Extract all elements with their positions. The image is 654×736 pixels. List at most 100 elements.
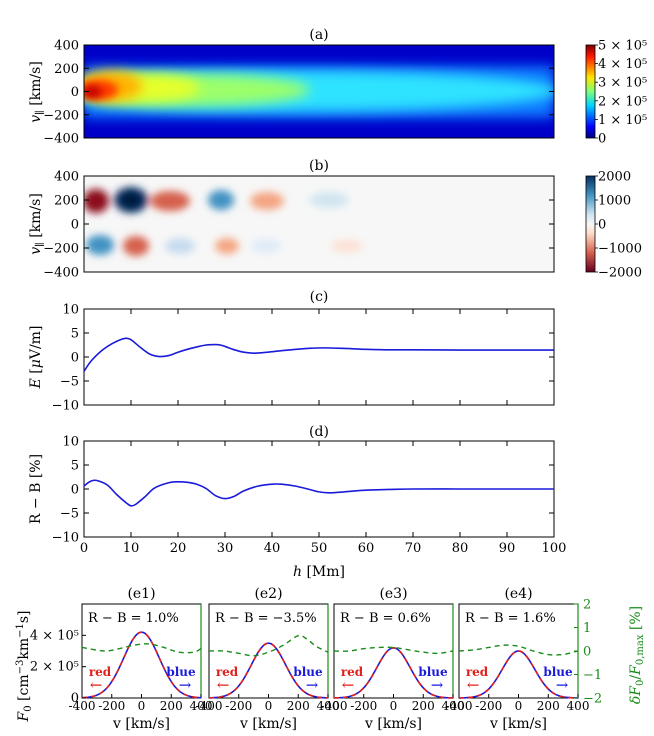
x-tick-label: 40 <box>264 541 281 556</box>
heatmap-a <box>84 45 554 138</box>
x-tick-label: 60 <box>358 541 375 556</box>
colorbar-b-tick-label: −2000 <box>598 266 642 281</box>
colorbar-a <box>585 44 596 139</box>
y-a-tick-label: −400 <box>43 132 79 147</box>
panel-d-label: (d) <box>309 424 329 440</box>
distribution-red-curve <box>81 631 202 699</box>
x-tick-label: 200 <box>537 699 560 713</box>
left-tick-label: 4 × 10⁵ <box>30 628 79 643</box>
colorbar-b-tick-label: −1000 <box>598 242 642 257</box>
y-axis-label-b: v∥ [km/s] <box>28 193 46 255</box>
panel-e-label: (e2) <box>254 586 282 602</box>
y-c-tick-label: −5 <box>60 375 79 390</box>
blue-label: blue <box>418 665 448 679</box>
r-minus-b-annotation: R − B = −3.5% <box>215 611 317 626</box>
panel-e-label: (e3) <box>379 586 407 602</box>
r-minus-b-annotation: R − B = 0.6% <box>340 611 431 626</box>
panel-b-label: (b) <box>309 158 329 174</box>
right-arrow-icon: → <box>556 676 569 694</box>
perturbation-curve <box>458 644 579 656</box>
x-tick-label: 50 <box>311 541 328 556</box>
panel-c-label: (c) <box>310 289 329 305</box>
y-d-tick-label: 10 <box>62 435 79 450</box>
y-c-tick-label: 0 <box>71 351 79 366</box>
y-ticks-a: 400 200 0 −200 −400 <box>43 39 554 147</box>
panel-e1: (e1) -400 -200 0 200 400 v [km/s] R − B = 1.0% r… <box>30 586 213 732</box>
x-tick-label: 400 <box>190 699 213 713</box>
y-c-tick-label: −10 <box>52 399 79 414</box>
x-tick-label: -200 <box>475 699 502 713</box>
red-label: red <box>466 665 489 679</box>
right-tick-label: 2 <box>583 598 591 613</box>
x-axis-label-e: v [km/s] <box>239 716 297 732</box>
y-b-tick-label: 0 <box>71 218 79 233</box>
blue-label: blue <box>166 665 196 679</box>
x-tick-label: 0 <box>265 699 273 713</box>
right-arrow-icon: → <box>306 676 319 694</box>
x-tick-label: 400 <box>567 699 590 713</box>
colorbar-a-tick-label: 1 × 10⁵ <box>598 113 647 128</box>
y-d-tick-label: −10 <box>52 531 79 546</box>
blue-label: blue <box>293 665 323 679</box>
y-b-tick-label: 400 <box>54 170 79 185</box>
left-arrow-icon: ← <box>90 676 103 694</box>
r-minus-b-annotation: R − B = 1.6% <box>465 611 556 626</box>
perturbation-curve <box>81 643 202 654</box>
colorbar-ticks-a: 5 × 10⁵ 4 × 10⁵ 3 × 10⁵ 2 × 10⁵ 1 × 10⁵ 0 <box>595 39 647 147</box>
x-tick-label: 200 <box>412 699 435 713</box>
heatmap-b <box>84 176 554 272</box>
right-arrow-icon: → <box>431 676 444 694</box>
y-a-tick-label: −200 <box>43 108 79 123</box>
panel-e-label: (e4) <box>504 586 532 602</box>
colorbar-a-tick-label: 2 × 10⁵ <box>598 94 647 109</box>
y-c-tick-label: 10 <box>62 303 79 318</box>
perturbation-curve <box>333 646 454 655</box>
r-minus-b-annotation: R − B = 1.0% <box>88 611 179 626</box>
right-tick-label: 1 <box>583 621 591 636</box>
colorbar-b-tick-label: 0 <box>598 218 606 233</box>
panel-a-label: (a) <box>309 27 328 43</box>
y-d-tick-label: 5 <box>71 459 79 474</box>
y-axis-label-c: E [μV/m] <box>28 326 44 390</box>
x-ticks-c <box>83 309 555 405</box>
x-tick-label: 0 <box>138 699 146 713</box>
colorbar-a-tick-label: 5 × 10⁵ <box>598 39 647 54</box>
left-axis-label-e: F0 [cm−3km−1s] <box>15 610 34 722</box>
colorbar-a-tick-label: 0 <box>598 132 606 147</box>
x-tick-label: 30 <box>217 541 234 556</box>
colorbar-a-tick-label: 3 × 10⁵ <box>598 76 647 91</box>
y-axis-label-d: R − B [%] <box>28 454 44 524</box>
x-tick-label: 80 <box>452 541 469 556</box>
right-tick-label: −2 <box>583 692 602 707</box>
y-a-tick-label: 0 <box>71 85 79 100</box>
y-d-tick-label: 0 <box>71 483 79 498</box>
x-tick-label: -200 <box>225 699 252 713</box>
x-ticks-d: 0 10 20 30 40 50 60 70 80 90 100 <box>80 441 566 556</box>
left-arrow-icon: ← <box>342 676 355 694</box>
y-a-tick-label: 200 <box>54 62 79 77</box>
distribution-red-curve <box>208 642 329 699</box>
panel-a: (a) 400 200 0 −200 −400 v∥ [km/s] 5 × 10⁵ 4 ×… <box>28 27 647 147</box>
right-arrow-icon: → <box>179 676 192 694</box>
panel-e3: (e3) -400 -200 0 200 400 v [km/s] R − B = 0.6% r… <box>321 586 465 732</box>
x-tick-label: -200 <box>98 699 125 713</box>
x-axis-label-d: h [Mm] <box>293 564 345 580</box>
x-axis-label-e: v [km/s] <box>489 716 547 732</box>
left-tick-label: 0 <box>71 691 79 706</box>
x-axis-label-e: v [km/s] <box>112 716 170 732</box>
left-tick-label: 2 × 10⁵ <box>30 660 79 675</box>
blue-label: blue <box>543 665 573 679</box>
x-tick-label: 0 <box>390 699 398 713</box>
panel-c: (c) 10 5 0 −5 −10 E [μV/m] <box>28 289 555 414</box>
x-tick-label: 400 <box>317 699 340 713</box>
colorbar-b-tick-label: 1000 <box>598 194 631 209</box>
y-ticks-b: 400 200 0 −200 −400 <box>43 170 554 281</box>
y-a-tick-label: 400 <box>54 39 79 54</box>
x-tick-label: 70 <box>405 541 422 556</box>
y-b-tick-label: 200 <box>54 194 79 209</box>
x-tick-label: 10 <box>123 541 140 556</box>
